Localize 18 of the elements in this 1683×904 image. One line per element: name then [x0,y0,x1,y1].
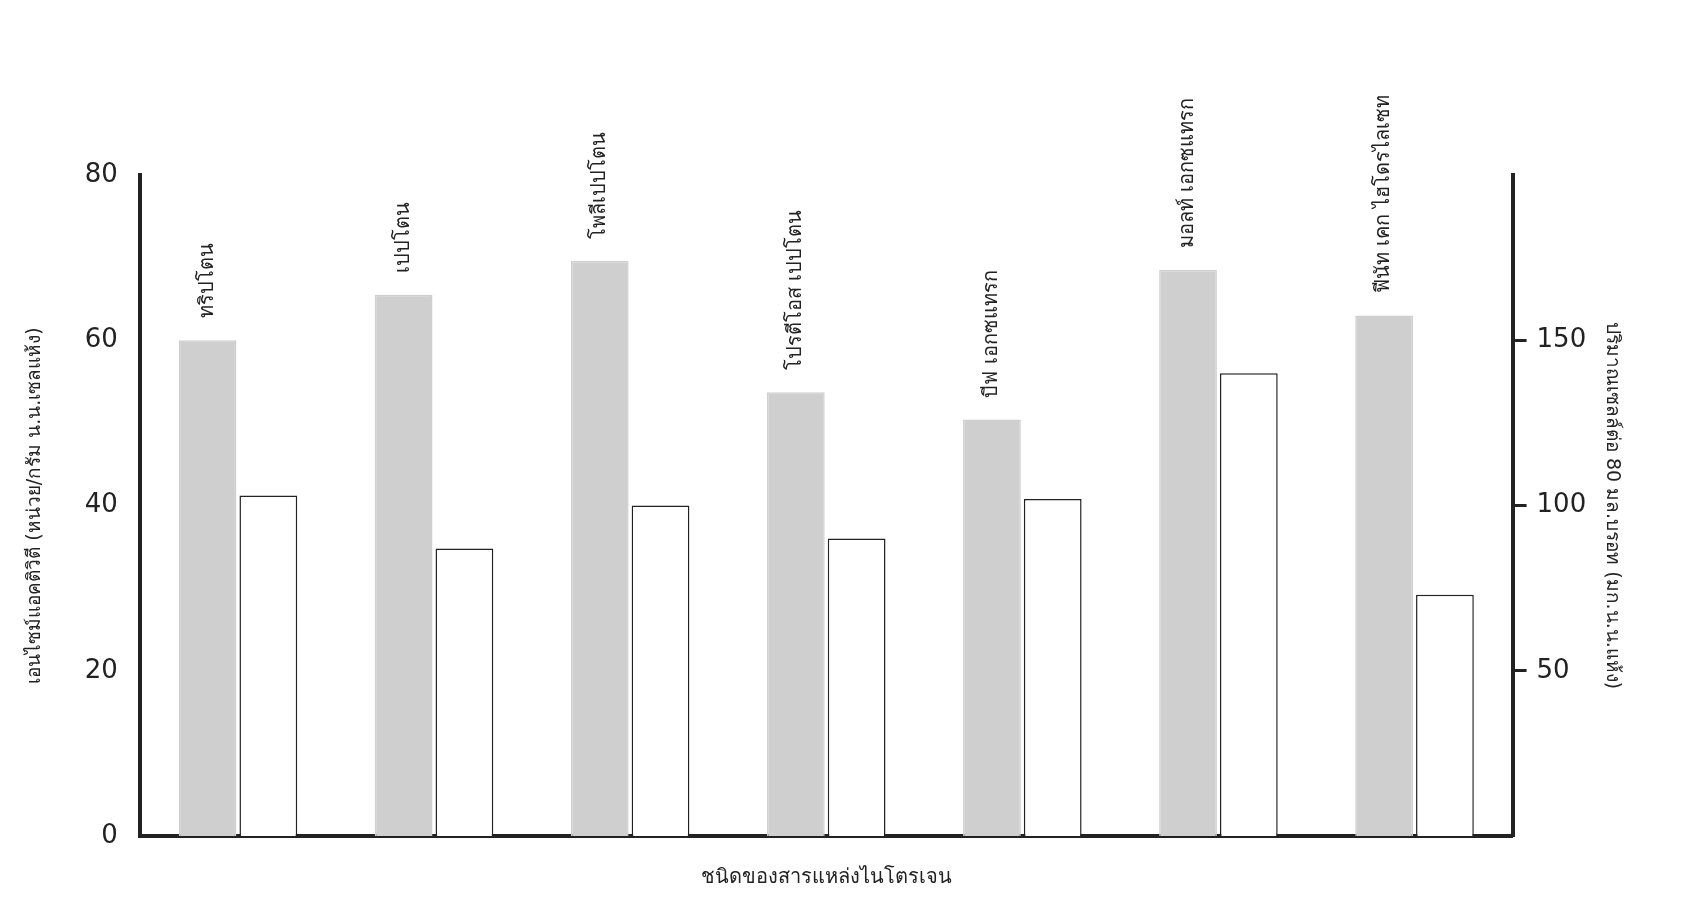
y2-tick-label: 150 [1536,323,1587,353]
x-tick-label: โพลีเปปโตน [585,131,610,239]
y-tick-label: 40 [84,488,118,519]
y-tick-label: 20 [84,653,118,684]
y2-tick-label: 100 [1536,488,1587,519]
y-tick-label: 80 [84,157,118,188]
x-tick-label: เปปโตน [389,201,414,273]
y-tick-label: 60 [84,323,118,353]
x-tick-label: ฟีนัท เคก ไฮโดรไลเซท [1370,94,1395,294]
y-axis-title: เอนไซม์แอคติวิตี (หน่วย/กรัม น.น.เซลแห้ง) [22,327,45,684]
y2-axis-title: ปริมาณเซลล์ต่อ 80 มล.บรอท (มก.น.น.แห้ง) [1602,321,1625,690]
x-tick-label: ทริปโตน [193,243,218,319]
x-tick-label: บีฟ เอกซแทรก [978,270,1003,398]
y2-tick-label: 50 [1536,653,1570,684]
x-tick-label: โปรตีโอส เปปโตน [782,209,807,371]
y-tick-label: 0 [101,818,118,849]
x-tick-label: มอลท์ เอกซแทรก [1174,97,1199,249]
x-axis-title: ชนิดของสารแหล่งไนโตรเจน [700,864,952,889]
